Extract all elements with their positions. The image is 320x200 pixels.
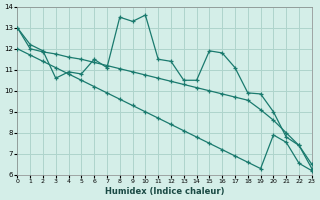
X-axis label: Humidex (Indice chaleur): Humidex (Indice chaleur) [105, 187, 224, 196]
